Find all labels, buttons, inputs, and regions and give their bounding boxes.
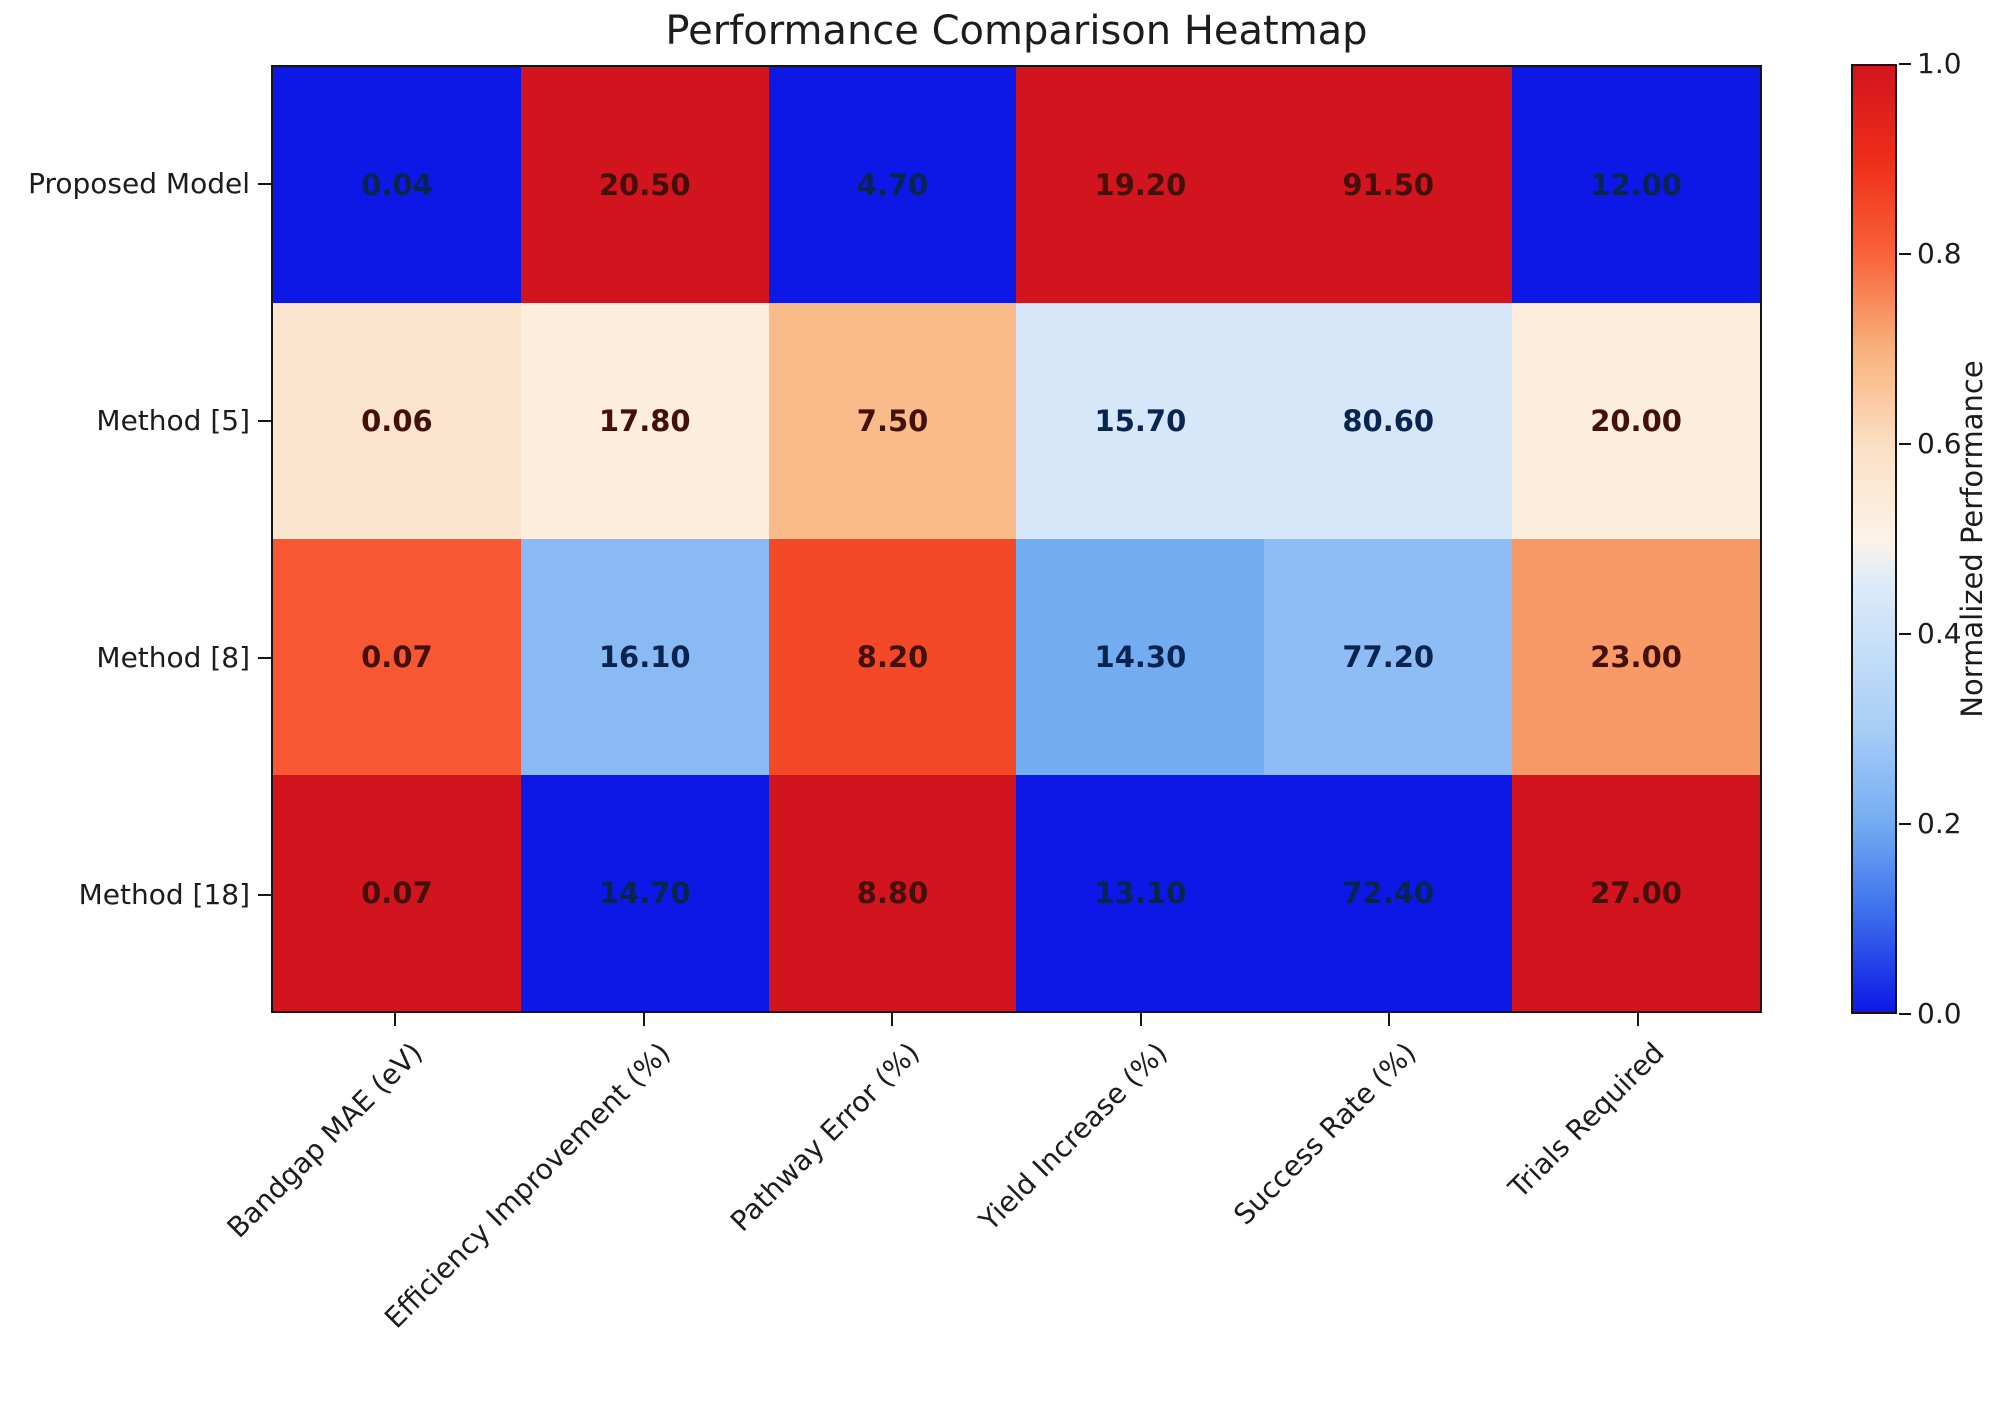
row-label: Method [5] <box>96 403 250 437</box>
cell-value: 12.00 <box>1590 168 1682 202</box>
heatmap-cell: 14.30 <box>1016 539 1265 775</box>
heatmap-cell: 8.20 <box>768 539 1017 775</box>
cell-value: 23.00 <box>1590 640 1682 674</box>
cell-value: 8.20 <box>856 640 929 674</box>
cell-value: 16.10 <box>598 640 691 674</box>
heatmap-cell: 23.00 <box>1512 539 1760 775</box>
heatmap-cell: 72.40 <box>1264 775 1513 1011</box>
cell-value: 4.70 <box>856 168 929 202</box>
colorbar-tick-label: 1.0 <box>1917 47 1962 80</box>
heatmap-cell: 16.10 <box>520 539 769 775</box>
x-tick <box>1636 1013 1639 1026</box>
row-label: Method [18] <box>78 877 250 911</box>
heatmap-cell: 15.70 <box>1016 303 1265 539</box>
heatmap-cell: 17.80 <box>520 303 769 539</box>
heatmap-cell: 13.10 <box>1016 775 1265 1011</box>
cell-value: 0.07 <box>361 876 433 910</box>
colorbar-tick <box>1899 823 1911 825</box>
x-tick <box>891 1013 894 1026</box>
heatmap-cell: 77.20 <box>1264 539 1513 775</box>
x-tick <box>394 1013 397 1026</box>
column-label: Trials Required <box>1502 1036 1672 1205</box>
cell-value: 91.50 <box>1342 168 1435 202</box>
colorbar-tick-label: 0.2 <box>1917 807 1962 840</box>
cell-value: 27.00 <box>1590 876 1682 910</box>
heatmap-cell: 0.07 <box>273 775 521 1011</box>
cell-value: 0.06 <box>361 404 433 438</box>
cell-value: 14.30 <box>1094 640 1187 674</box>
cell-value: 20.00 <box>1590 404 1682 438</box>
colorbar-tick-label: 0.4 <box>1917 617 1962 650</box>
cell-value: 13.10 <box>1094 876 1187 910</box>
heatmap-cell: 27.00 <box>1512 775 1760 1011</box>
heatmap-grid: 0.04 20.50 4.70 19.20 91.50 12.00 0.06 17.80 7.5… <box>271 65 1762 1013</box>
row-label: Method [8] <box>96 640 250 674</box>
heatmap-cell: 0.06 <box>273 303 521 539</box>
heatmap-cell: 80.60 <box>1264 303 1513 539</box>
colorbar-tick-label: 0.6 <box>1917 427 1962 460</box>
x-tick <box>1139 1013 1142 1026</box>
colorbar-axis-label-text: Normalized Performance <box>1955 360 1989 718</box>
heatmap-cell: 14.70 <box>520 775 769 1011</box>
cell-value: 14.70 <box>598 876 691 910</box>
heatmap-cell: 8.80 <box>768 775 1017 1011</box>
colorbar-tick <box>1899 633 1911 635</box>
column-label: Pathway Error (%) <box>723 1036 926 1238</box>
column-label: Success Rate (%) <box>1227 1036 1423 1232</box>
y-tick <box>258 182 271 185</box>
cell-value: 17.80 <box>598 404 691 438</box>
colorbar-tick-label: 0.0 <box>1917 997 1962 1030</box>
cell-value: 20.50 <box>598 168 691 202</box>
y-tick <box>258 419 271 422</box>
column-label: Bandgap MAE (eV) <box>220 1036 429 1245</box>
heatmap-cell: 7.50 <box>768 303 1017 539</box>
colorbar-tick <box>1899 63 1911 65</box>
cell-value: 0.04 <box>361 168 433 202</box>
column-label: Yield Increase (%) <box>972 1036 1175 1238</box>
cell-value: 80.60 <box>1342 404 1435 438</box>
cell-value: 77.20 <box>1342 640 1435 674</box>
x-tick <box>642 1013 645 1026</box>
colorbar-tick <box>1899 1013 1911 1015</box>
cell-value: 15.70 <box>1094 404 1187 438</box>
heatmap-cell: 20.50 <box>520 67 769 303</box>
column-label: Efficiency Improvement (%) <box>378 1036 678 1335</box>
chart-title: Performance Comparison Heatmap <box>665 8 1368 54</box>
colorbar <box>1851 64 1897 1014</box>
row-label: Proposed Model <box>28 166 250 200</box>
heatmap-cell: 12.00 <box>1512 67 1760 303</box>
y-tick <box>258 893 271 896</box>
heatmap-cell: 4.70 <box>768 67 1017 303</box>
cell-value: 72.40 <box>1342 876 1435 910</box>
colorbar-tick-label: 0.8 <box>1917 237 1962 270</box>
cell-value: 19.20 <box>1094 168 1187 202</box>
heatmap-cell: 91.50 <box>1264 67 1513 303</box>
heatmap-cell: 19.20 <box>1016 67 1265 303</box>
colorbar-tick <box>1899 253 1911 255</box>
y-tick <box>258 656 271 659</box>
heatmap-cell: 0.04 <box>273 67 521 303</box>
x-tick <box>1388 1013 1391 1026</box>
cell-value: 0.07 <box>361 640 433 674</box>
cell-value: 8.80 <box>856 876 929 910</box>
heatmap-cell: 20.00 <box>1512 303 1760 539</box>
cell-value: 7.50 <box>856 404 929 438</box>
heatmap-cell: 0.07 <box>273 539 521 775</box>
colorbar-tick <box>1899 443 1911 445</box>
